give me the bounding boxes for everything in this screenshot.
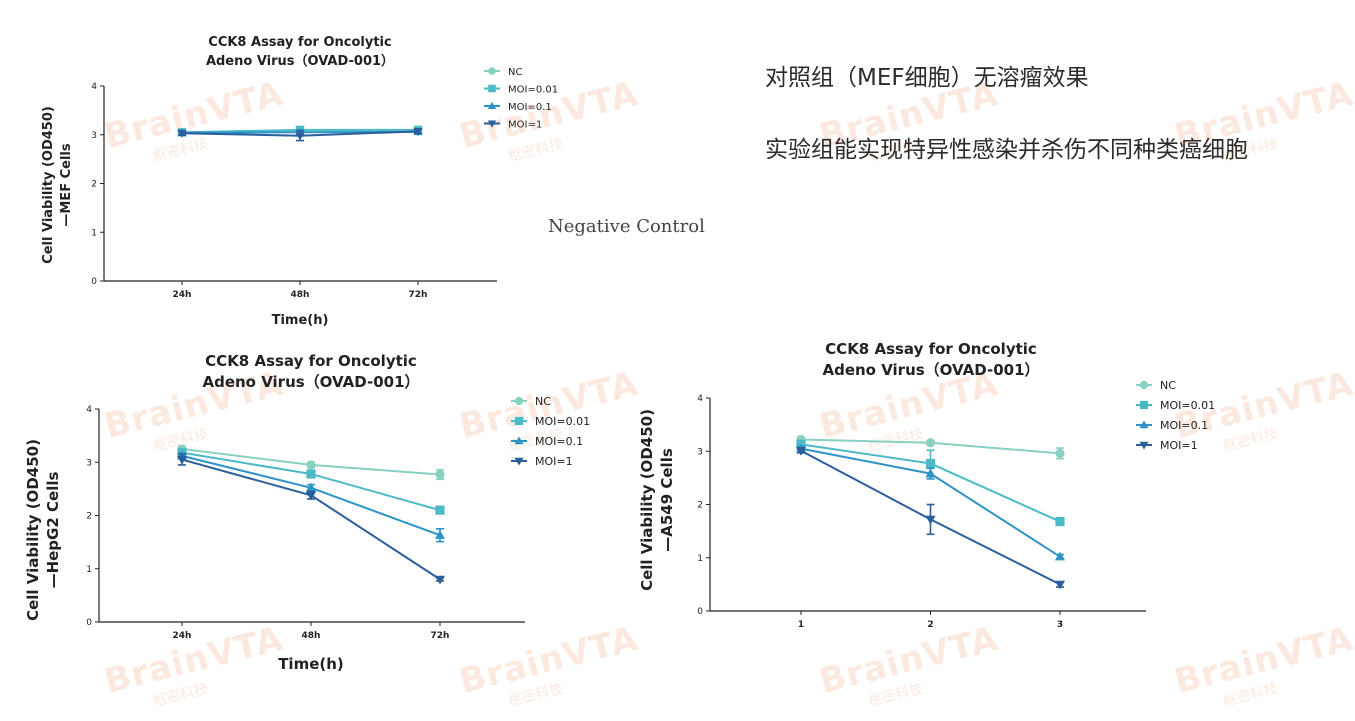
legend-marker [514,457,524,466]
x-axis-label: Time(h) [272,313,329,328]
data-point [925,515,936,525]
y-tick-label: 1 [86,565,92,575]
data-point [1055,516,1065,527]
y-axis-label-line: Cell Viability (OD450) [41,106,56,264]
series-moi-1 [176,453,446,585]
data-point [305,491,317,501]
chart-title-line: CCK8 Assay for Oncolytic [205,352,417,370]
x-tick-label: 1 [798,620,804,630]
y-tick-label: 3 [86,458,92,468]
x-tick-label: 48h [291,290,310,300]
x-tick-label: 72h [409,290,428,300]
data-point [435,469,445,480]
y-tick-label: 3 [91,131,97,141]
y-tick-label: 2 [697,501,703,511]
y-axis-label-line: —A549 Cells [658,448,676,552]
data-point [1054,551,1066,561]
data-point [434,575,446,585]
legend-marker [1139,380,1149,390]
legend-label: NC [535,395,551,408]
y-tick-label: 2 [91,180,97,190]
series-moi-1 [795,447,1066,590]
legend-label: MOI=0.1 [508,102,552,113]
y-axis-label-line: —MEF Cells [59,143,74,226]
legend-marker [487,101,497,110]
y-tick-label: 4 [91,82,97,92]
legend-label: MOI=0.1 [535,435,583,448]
y-axis-label-line: Cell Viability (OD450) [24,439,42,621]
legend-label: MOI=0.01 [508,85,558,96]
y-axis-label-line: —HepG2 Cells [44,472,62,589]
legend-label: NC [1160,379,1176,392]
chart-title-line: Adeno Virus（OVAD-001） [822,361,1039,379]
y-tick-label: 0 [697,607,703,617]
y-tick-label: 4 [697,394,703,404]
y-tick-label: 2 [86,512,92,522]
legend-label: MOI=1 [1160,439,1198,452]
legend-label: MOI=0.01 [535,415,590,428]
y-axis-label-line: Cell Viability (OD450) [638,409,656,591]
data-point [305,482,317,492]
data-point [177,129,187,138]
note-experimental-group: 实验组能实现特异性感染并杀伤不同种类癌细胞 [765,137,1248,163]
data-point [795,447,807,456]
y-tick-label: 0 [91,277,97,287]
note-control-group: 对照组（MEF细胞）无溶瘤效果 [765,65,1089,91]
legend-marker [487,120,497,128]
data-point [295,132,305,141]
data-point [1055,448,1065,458]
data-point [176,455,188,465]
legend-label: MOI=0.1 [1160,419,1208,432]
data-point [306,469,316,479]
data-point [413,127,423,136]
chart-title-line: CCK8 Assay for Oncolytic [208,35,391,50]
y-tick-label: 0 [86,618,92,628]
series-moi-1 [177,127,423,142]
y-tick-label: 1 [697,554,703,564]
x-axis-label: Time(h) [278,655,344,673]
negative-control-caption: Negative Control [548,216,705,237]
data-point [1054,580,1066,590]
legend-marker [514,436,524,445]
x-tick-label: 24h [173,290,192,300]
legend-marker [514,396,524,406]
data-point [434,530,446,539]
chart-mef-cells: CCK8 Assay for Oncolytic Adeno Virus（OVAD… [41,35,558,328]
chart-title-line: CCK8 Assay for Oncolytic [825,340,1037,358]
legend-marker [1139,400,1149,410]
legend-label: MOI=0.01 [1160,399,1215,412]
data-point [925,438,936,448]
x-tick-label: 3 [1057,620,1063,630]
chart-hepg2-cells: CCK8 Assay for Oncolytic Adeno Virus（OVAD… [24,352,590,673]
data-point [435,505,445,515]
legend-marker [488,84,496,93]
x-tick-label: 48h [302,631,321,641]
data-point [925,468,936,478]
legend-label: MOI=1 [508,120,542,131]
x-tick-label: 24h [173,631,192,641]
legend-label: MOI=1 [535,455,573,468]
chart-title-line: Adeno Virus（OVAD-001） [206,53,394,69]
legend-marker [1139,441,1149,450]
x-tick-label: 2 [927,620,933,630]
x-tick-label: 72h [431,631,450,641]
series-moi-0-01 [177,448,445,515]
chart-title-line: Adeno Virus（OVAD-001） [202,373,419,391]
legend-label: NC [508,67,522,78]
legend-marker [514,416,524,426]
legend-marker [488,67,496,75]
y-tick-label: 3 [697,447,703,457]
data-point [306,460,316,470]
y-tick-label: 1 [91,228,97,238]
chart-a549-cells: CCK8 Assay for Oncolytic Adeno Virus（OVAD… [638,340,1215,630]
y-tick-label: 4 [86,405,92,415]
legend-marker [1139,420,1149,429]
data-point [925,458,936,469]
